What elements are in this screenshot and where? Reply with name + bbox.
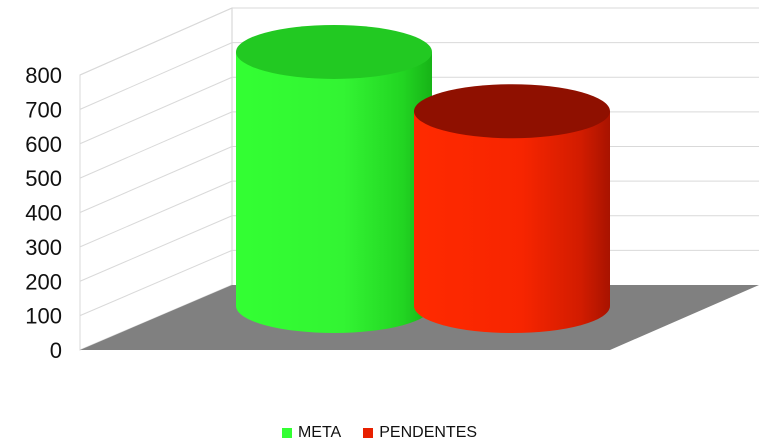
gridline-side — [79, 180, 233, 248]
legend-label-pendentes: PENDENTES — [379, 424, 478, 441]
bar-meta — [236, 24, 432, 333]
gridline-side — [79, 76, 233, 145]
legend-item-pendentes: PENDENTES — [363, 424, 477, 442]
y-tick-label: 100 — [25, 304, 62, 329]
y-tick-label: 200 — [25, 269, 62, 294]
bar-meta-body — [236, 51, 432, 333]
gridline-side — [79, 215, 233, 282]
bar-pendentes — [414, 84, 610, 333]
chart-bars — [236, 24, 610, 333]
legend-swatch-pendentes — [363, 428, 374, 438]
y-tick-label: 300 — [25, 235, 62, 260]
y-tick-label: 700 — [25, 97, 62, 122]
bar-pendentes-top — [414, 84, 610, 139]
bar-pendentes-body — [414, 111, 610, 333]
legend-swatch-meta — [281, 428, 292, 438]
gridline-side — [79, 7, 233, 76]
y-axis-ticks: 0 100 200 300 400 500 600 700 800 — [25, 63, 62, 363]
gridline-side — [79, 249, 233, 317]
y-tick-label: 400 — [25, 201, 62, 226]
legend-item-meta: META — [281, 424, 342, 442]
gridline-side — [79, 42, 233, 110]
y-tick-label: 500 — [25, 166, 62, 191]
y-tick-label: 800 — [25, 63, 62, 88]
bar-meta-top — [236, 24, 432, 79]
gridline-side — [79, 111, 233, 179]
chart-legend: META PENDENTES — [0, 424, 759, 442]
y-tick-label: 0 — [50, 338, 62, 363]
y-tick-label: 600 — [25, 132, 62, 157]
legend-label-meta: META — [297, 424, 342, 441]
gridline-side — [79, 146, 233, 213]
